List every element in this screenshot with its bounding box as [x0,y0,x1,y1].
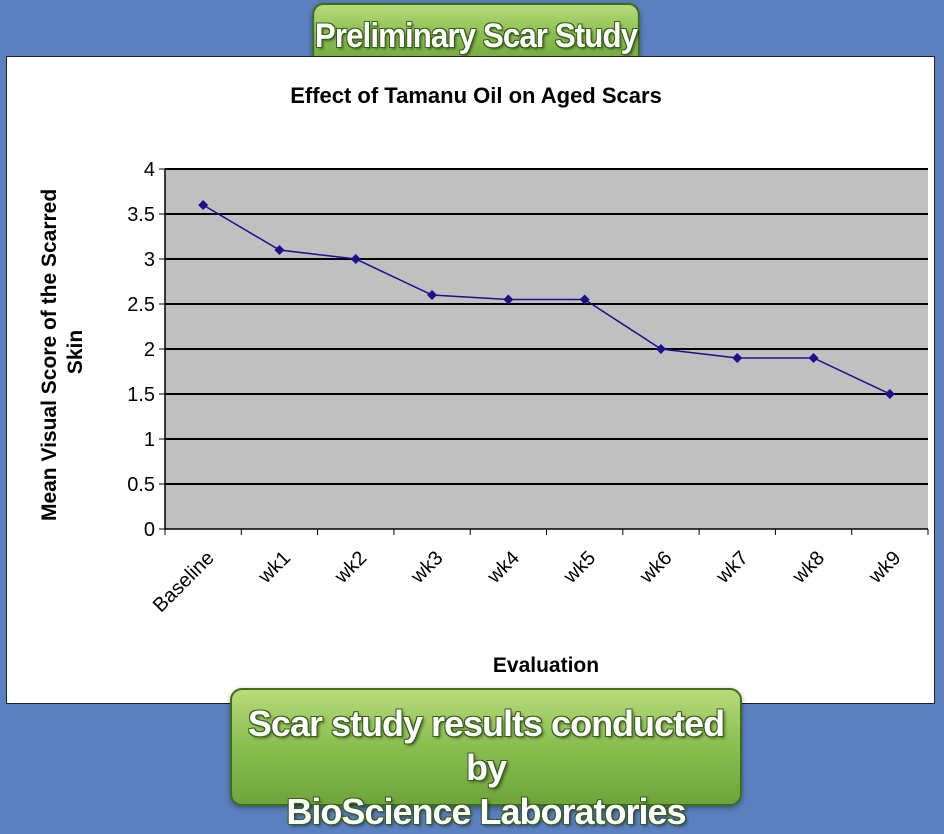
x-tick-label: wk2 [330,547,371,588]
y-tick-label: 1 [144,429,155,451]
y-tick-label: 2.5 [127,294,155,316]
x-tick-label: wk4 [482,547,523,588]
series-line [202,204,891,395]
data-point [427,290,438,300]
x-tick-label: wk9 [864,547,905,588]
y-tick-label: 1.5 [127,384,155,406]
y-tick-label: 2 [144,339,155,361]
data-point [503,294,514,305]
credit-line-1: Scar study results conducted by [247,703,725,788]
x-axis-title: Evaluation [493,654,599,677]
credit-banner: Scar study results conducted by BioScien… [230,688,742,832]
credit-line-2: BioScience Laboratories [286,791,686,832]
y-axis-title: Mean Visual Score of the Scarred Skin [38,183,87,521]
y-tick-label: 3 [144,249,155,271]
x-tick-label: Baseline [149,547,219,617]
data-point [274,245,285,255]
data-point [579,294,590,305]
data-point [808,353,819,363]
y-tick-label: 0 [144,519,155,541]
y-tick-label: 4 [144,159,155,181]
x-tick-label: wk3 [406,547,447,588]
x-tick-label: wk8 [788,547,829,588]
x-tick-label: wk1 [254,547,295,588]
data-point [732,353,743,363]
y-axis-title-line-1: Mean Visual Score of the Scarred [38,189,61,521]
y-tick-label: 0.5 [127,474,155,496]
x-tick-label: wk7 [711,547,752,588]
line-chart: Effect of Tamanu Oil on Aged Scars 0 0.5 1… [38,83,929,677]
data-point [655,344,666,354]
x-tick-label: wk6 [635,547,676,588]
x-tick-label: wk5 [559,547,600,588]
y-axis-title-line-2: Skin [64,330,87,374]
data-point [350,254,361,264]
data-point [198,200,209,210]
data-point [884,389,895,399]
chart-title: Effect of Tamanu Oil on Aged Scars [290,83,662,108]
y-tick-label: 3.5 [127,204,155,226]
